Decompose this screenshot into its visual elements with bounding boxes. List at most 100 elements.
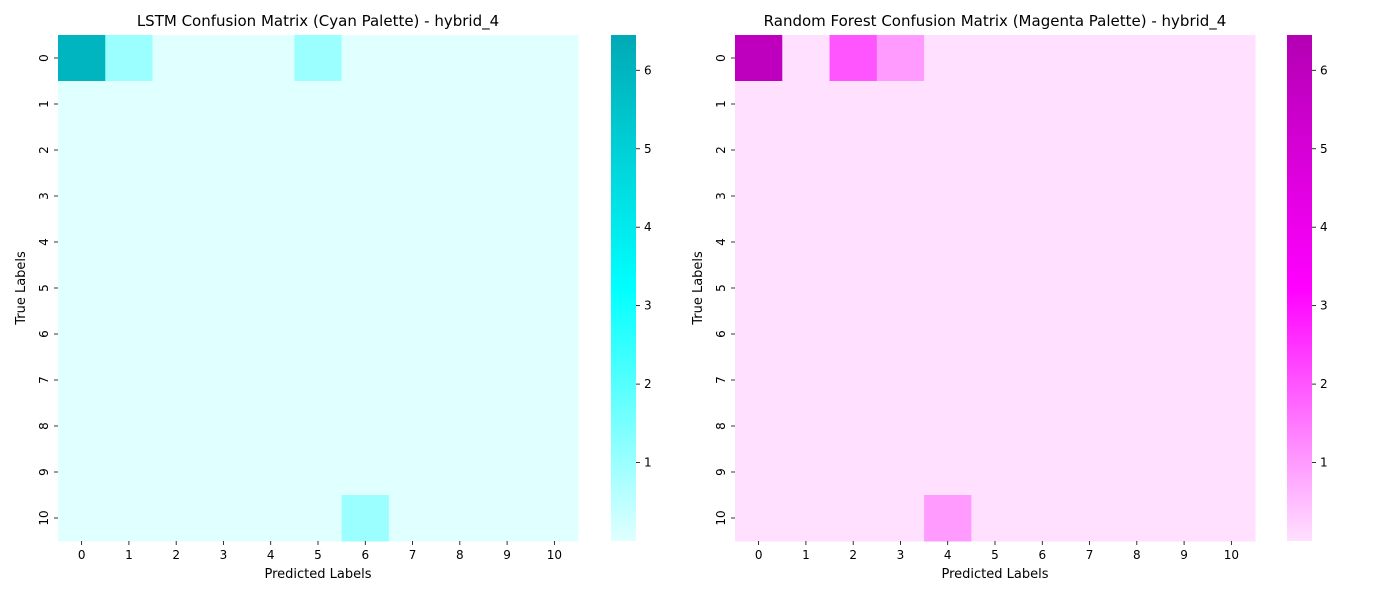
heatmap-cell <box>483 265 532 312</box>
heatmap-cell <box>388 219 437 266</box>
heatmap-cell <box>924 265 972 312</box>
colorbar-tick-label: 2 <box>644 377 652 391</box>
colorbar-tick-label: 1 <box>644 456 652 470</box>
heatmap-cell <box>924 311 972 358</box>
heatmap-cell <box>105 127 154 174</box>
heatmap-cell <box>876 495 925 542</box>
heatmap-cell <box>294 127 343 174</box>
heatmap-cell <box>247 495 295 542</box>
x-tick-label: 0 <box>755 548 763 562</box>
heatmap-cell <box>247 219 295 266</box>
heatmap-cell <box>782 81 831 128</box>
heatmap-cell <box>1160 357 1209 404</box>
heatmap-cell <box>199 495 248 542</box>
heatmap-cell <box>829 265 878 312</box>
x-tick-label: 1 <box>125 548 133 562</box>
x-tick-label: 8 <box>1133 548 1141 562</box>
heatmap-cell <box>341 81 390 128</box>
colorbar-tick-label: 5 <box>644 142 652 156</box>
heatmap-cell <box>1113 357 1161 404</box>
heatmap-cell <box>971 219 1020 266</box>
heatmap-cell <box>971 357 1020 404</box>
heatmap-cell <box>483 173 532 220</box>
heatmap-cell <box>436 495 484 542</box>
heatmap-cell <box>1207 173 1256 220</box>
heatmap-cell <box>829 219 878 266</box>
y-tick-label: 0 <box>714 54 728 62</box>
heatmap-cell <box>1018 219 1067 266</box>
heatmap-cell <box>924 357 972 404</box>
heatmap-cell <box>388 403 437 450</box>
colorbar-tick-label: 6 <box>1320 63 1328 77</box>
heatmap-cell <box>247 357 295 404</box>
y-tick-label: 2 <box>37 146 51 154</box>
heatmap-cell <box>1160 311 1209 358</box>
heatmap-cell <box>876 219 925 266</box>
heatmap-cell <box>152 35 201 82</box>
heatmap-cell <box>105 81 154 128</box>
heatmap-cell <box>1160 449 1209 496</box>
heatmap-cell <box>735 219 783 266</box>
random-forest-heatmap-panel: 0 1 2 3 4 5 6 7 8 9 10 0 1 2 3 4 5 6 7 8 9 10 Random Forest Co… <box>691 12 1328 582</box>
heatmap-cell <box>294 311 343 358</box>
chart-title: LSTM Confusion Matrix (Cyan Palette) - h… <box>137 12 499 31</box>
heatmap-cell <box>388 311 437 358</box>
colorbar-tick-label: 5 <box>1320 142 1328 156</box>
heatmap-cell <box>782 35 831 82</box>
heatmap-cell <box>152 403 201 450</box>
heatmap-cell <box>294 265 343 312</box>
y-tick-label: 0 <box>37 54 51 62</box>
heatmap-cell <box>1018 81 1067 128</box>
heatmap-cell <box>152 495 201 542</box>
heatmap-cell <box>829 311 878 358</box>
x-tick-label: 5 <box>314 548 322 562</box>
heatmap-cell <box>735 173 783 220</box>
heatmap-cell <box>1160 127 1209 174</box>
heatmap-cell <box>530 403 579 450</box>
heatmap-cell <box>152 311 201 358</box>
heatmap-cell <box>1018 35 1067 82</box>
x-tick-label: 4 <box>267 548 275 562</box>
heatmap-cell <box>782 219 831 266</box>
heatmap-cell <box>388 35 437 82</box>
y-tick-label: 9 <box>37 468 51 476</box>
heatmap-cell <box>971 173 1020 220</box>
heatmap-cell <box>294 219 343 266</box>
heatmap-cell <box>152 127 201 174</box>
colorbar-tick-label: 1 <box>1320 456 1328 470</box>
heatmap-cell <box>735 265 783 312</box>
heatmap-cell <box>199 357 248 404</box>
heatmap-cell <box>436 127 484 174</box>
heatmap-cell <box>924 219 972 266</box>
heatmap-cell <box>247 35 295 82</box>
y-tick-label: 7 <box>714 376 728 384</box>
y-tick-label: 3 <box>714 192 728 200</box>
heatmap-cell <box>105 449 154 496</box>
heatmap-cell <box>436 35 484 82</box>
y-tick-label: 8 <box>714 422 728 430</box>
heatmap-cell <box>341 219 390 266</box>
heatmap-cell <box>152 219 201 266</box>
heatmap-cell <box>1207 357 1256 404</box>
y-tick-label: 6 <box>714 330 728 338</box>
heatmap-cell <box>876 173 925 220</box>
heatmap-cell <box>1207 81 1256 128</box>
colorbar-tick-label: 3 <box>1320 299 1328 313</box>
heatmap-cell <box>1207 311 1256 358</box>
heatmap-cell <box>1018 127 1067 174</box>
x-tick-label: 8 <box>456 548 464 562</box>
y-tick-label: 2 <box>714 146 728 154</box>
heatmap-cell <box>735 403 783 450</box>
heatmap-cell <box>294 403 343 450</box>
heatmap-cell <box>294 357 343 404</box>
heatmap-cell <box>971 495 1020 542</box>
heatmap-cell <box>735 495 783 542</box>
heatmap-cell <box>971 81 1020 128</box>
heatmap-cell <box>199 219 248 266</box>
heatmap-cell <box>294 35 343 82</box>
heatmap-cell <box>199 35 248 82</box>
heatmap-cell <box>1113 219 1161 266</box>
x-tick-label: 3 <box>897 548 905 562</box>
heatmap-cell <box>247 403 295 450</box>
